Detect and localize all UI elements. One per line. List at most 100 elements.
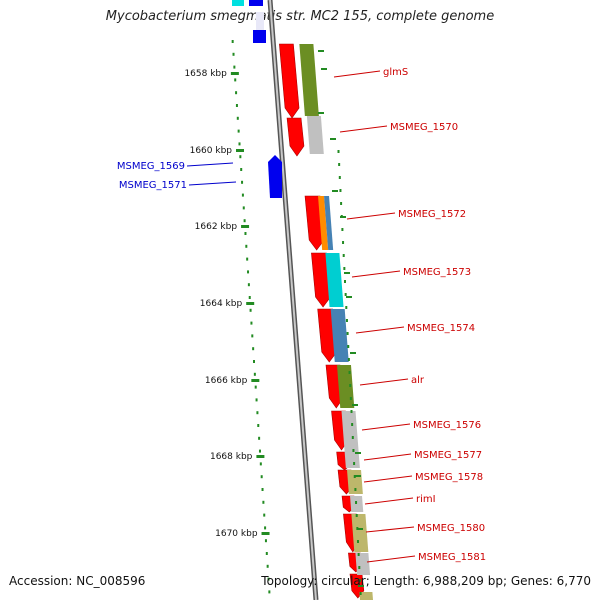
feature-dot [344, 293, 347, 296]
ruler-dot [237, 129, 240, 133]
ruler-dot [255, 398, 258, 402]
ruler-dot [233, 65, 236, 69]
ruler-dot [264, 526, 267, 530]
ruler-dot [268, 590, 271, 594]
feature-dash [355, 452, 361, 454]
feature-dot [344, 280, 346, 283]
ruler-tick [236, 149, 244, 152]
ruler-tick-label: 1658 kbp [184, 69, 227, 79]
gene-label-forward[interactable]: MSMEG_1570 [390, 122, 458, 133]
feature-block[interactable] [249, 0, 263, 6]
feature-dot [355, 514, 358, 517]
ruler-dot [242, 206, 245, 210]
genome-backbone [267, 0, 319, 600]
feature-dot [353, 475, 356, 478]
gene-label-forward[interactable]: MSMEG_1580 [417, 523, 485, 534]
ruler-dot [243, 219, 246, 223]
gene-label-leader [366, 555, 416, 563]
gene-label-leader [346, 212, 396, 220]
ruler-tick [230, 72, 239, 75]
ruler-dot [257, 424, 260, 427]
accession-info: Accession: NC_008596 [9, 574, 145, 588]
ruler-dot [248, 296, 251, 299]
ruler-dot [231, 40, 234, 43]
feature-dashes [318, 50, 364, 595]
forward-gene-arrow[interactable] [279, 43, 300, 119]
domain-bar-khaki[interactable] [359, 592, 373, 600]
feature-dot [346, 332, 349, 335]
ruler-dot [239, 155, 242, 159]
ruler-dot [236, 116, 239, 120]
forward-gene-arrow[interactable] [311, 252, 331, 308]
gene-label-forward[interactable]: rimI [416, 494, 436, 505]
feature-dot [357, 553, 360, 556]
domain-bar-silver[interactable] [355, 553, 371, 575]
gene-label-leader [365, 526, 415, 533]
feature-block[interactable] [232, 0, 244, 6]
ruler-dot [241, 180, 244, 184]
ruler-dot [253, 372, 256, 376]
feature-block[interactable] [256, 12, 264, 30]
gene-label-forward[interactable]: MSMEG_1574 [407, 323, 475, 334]
gene-labels[interactable]: glmS MSMEG_1570 MSMEG_1572 MSMEG_1573 MSMEG_… [117, 67, 486, 563]
feature-dot [357, 540, 359, 543]
ruler-dot [238, 142, 241, 146]
gene-features[interactable] [232, 0, 373, 600]
feature-dot [338, 176, 341, 179]
ruler-tick [251, 379, 260, 382]
domain-bar-orange[interactable] [318, 196, 329, 250]
gene-label-forward[interactable]: glmS [383, 67, 408, 78]
ruler-dot [259, 462, 262, 466]
gene-label-forward[interactable]: MSMEG_1573 [403, 267, 471, 278]
ruler-dot [262, 500, 265, 504]
feature-dash [350, 352, 356, 354]
gene-label-leader [361, 423, 411, 431]
gene-label-forward[interactable]: MSMEG_1577 [414, 450, 482, 461]
feature-dot [347, 358, 350, 361]
ruler-dots [231, 40, 271, 594]
feature-dot [352, 449, 355, 452]
ruler-tick [256, 455, 265, 458]
domain-bar-cyan[interactable] [325, 253, 344, 307]
gene-label-reverse[interactable]: MSMEG_1569 [117, 161, 185, 172]
reverse-gene-arrow[interactable] [253, 30, 266, 43]
ruler-dot [253, 360, 255, 363]
feature-dot [354, 488, 357, 491]
gene-label-leader [359, 378, 409, 386]
ruler-dot [250, 321, 253, 325]
map-title: Mycobacterium smegmatis str. MC2 155, co… [105, 9, 495, 24]
gene-label-forward[interactable]: MSMEG_1578 [415, 472, 483, 483]
feature-dash [321, 68, 327, 70]
gene-label-forward[interactable]: MSMEG_1581 [418, 552, 486, 563]
feature-dot [349, 397, 352, 400]
accession-label: Accession: [9, 574, 73, 588]
ruler-ticks: 1658 kbp 1660 kbp 1662 kbp 1664 kbp 1666 kbp… [184, 69, 270, 539]
ruler-tick-label: 1660 kbp [190, 146, 233, 156]
domain-bar-olive[interactable] [299, 44, 319, 116]
genes-value: 6,770 [556, 574, 591, 588]
topology-value: circular; [321, 574, 370, 588]
forward-gene-arrow[interactable] [286, 117, 305, 157]
gene-label-forward[interactable]: MSMEG_1572 [398, 209, 466, 220]
feature-dot [343, 267, 346, 270]
domain-bar-steelblue[interactable] [324, 196, 334, 250]
gene-label-leader [363, 475, 413, 483]
ruler-tick [241, 225, 250, 228]
reverse-gene-arrow[interactable] [268, 155, 282, 198]
ruler-dot [260, 475, 263, 479]
domain-bar-steelblue[interactable] [330, 309, 349, 362]
ruler-dot [246, 257, 249, 261]
ruler-dot [261, 488, 264, 491]
gene-label-forward[interactable]: alr [411, 375, 425, 386]
gene-label-reverse[interactable]: MSMEG_1571 [119, 180, 187, 191]
gene-label-forward[interactable]: MSMEG_1576 [413, 420, 481, 431]
genes-label: Genes: [510, 574, 553, 588]
feature-dot [345, 306, 348, 309]
ruler-tick-label: 1668 kbp [210, 452, 253, 462]
domain-bar-silver[interactable] [306, 116, 324, 154]
feature-dash [358, 585, 364, 587]
gene-label-leader [364, 497, 414, 505]
feature-dash [332, 190, 338, 192]
domain-bar-khaki[interactable] [351, 514, 369, 552]
